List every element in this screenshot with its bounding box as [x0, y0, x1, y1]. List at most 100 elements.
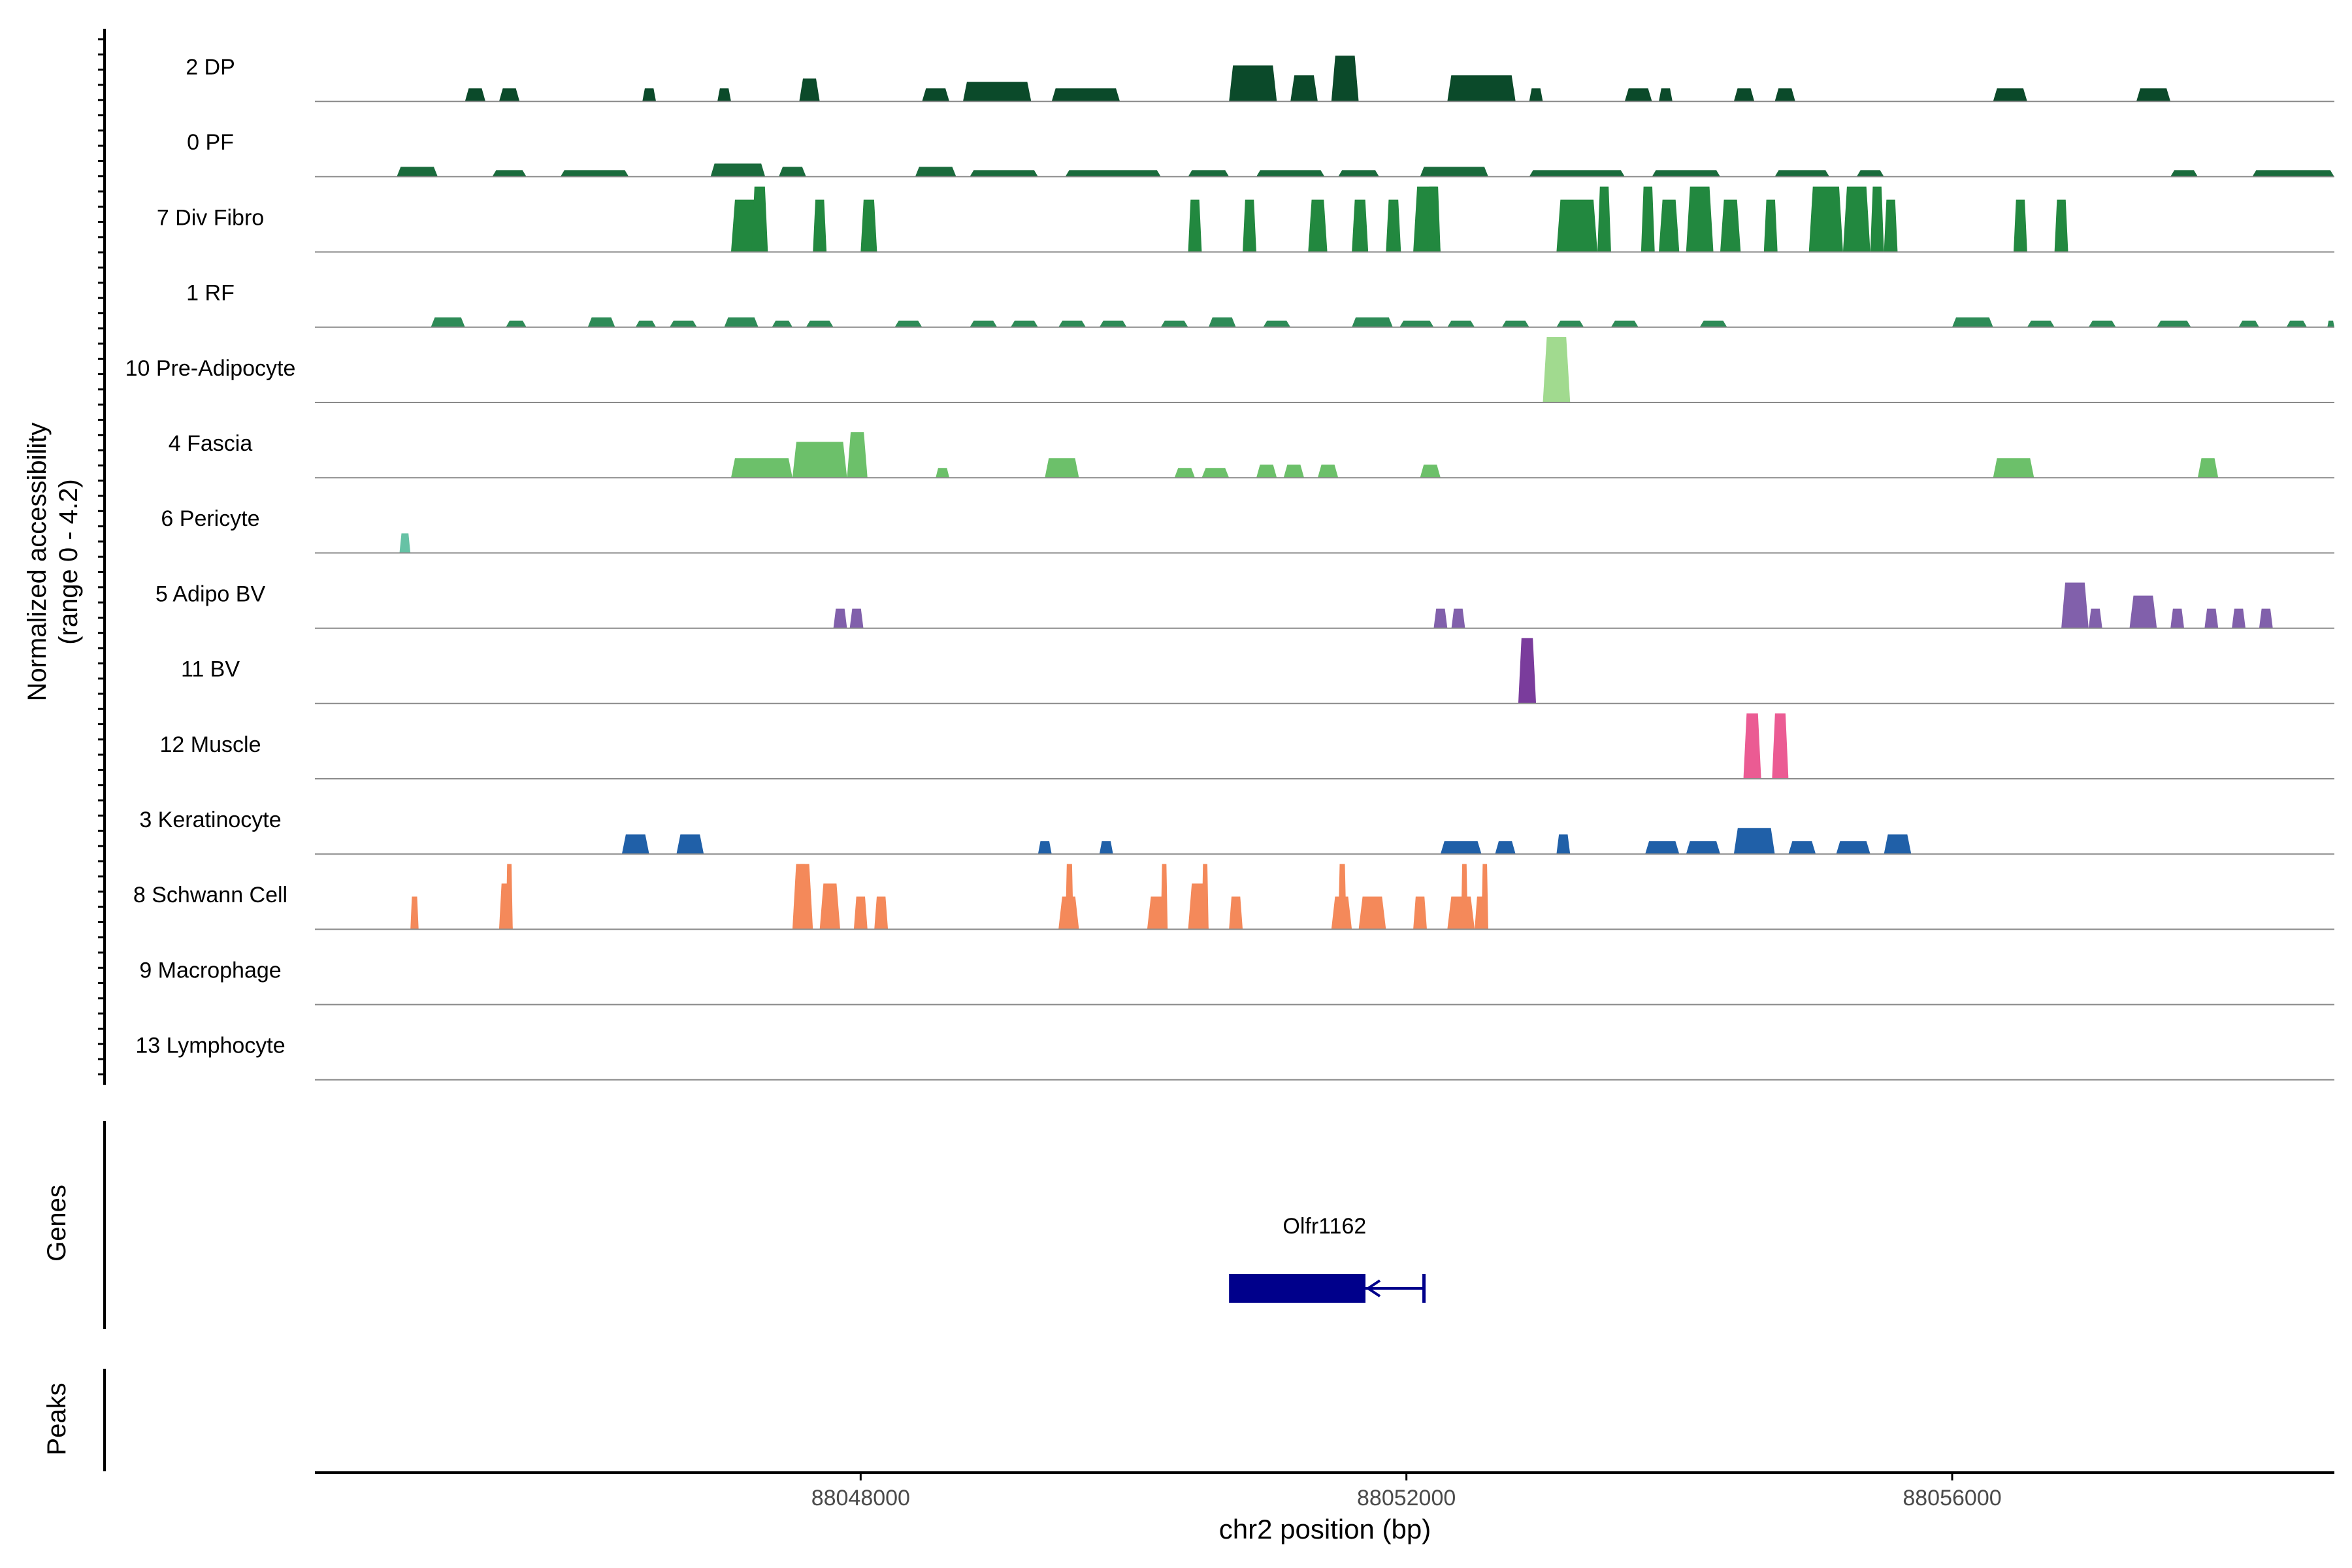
coverage-peak: [2170, 170, 2198, 177]
coverage-peak: [779, 167, 806, 177]
x-tick-label: 88048000: [811, 1486, 910, 1511]
coverage-peak: [1099, 320, 1127, 327]
coverage-peak: [1201, 468, 1230, 478]
coverage-peak: [1733, 88, 1755, 102]
coverage-peak: [1659, 88, 1673, 102]
coverage-peak: [498, 88, 520, 102]
coverage-peak: [1699, 320, 1727, 327]
coverage-peak: [1495, 841, 1516, 855]
coverage-peak: [1433, 608, 1448, 629]
coverage-peak: [1772, 713, 1789, 779]
x-axis: chr2 position (bp) 88048000 88052000 88056…: [315, 1471, 2334, 1544]
genes-panel: Genes Olfr1162: [42, 1121, 1426, 1329]
coverage-peak: [833, 608, 847, 629]
coverage-peak: [751, 186, 768, 252]
coverage-peak: [2259, 608, 2273, 629]
coverage-peak: [1884, 199, 1898, 252]
coverage-peak: [1283, 465, 1305, 478]
coverage-peak: [676, 834, 704, 855]
coverage-peak: [710, 163, 766, 177]
coverage-peak: [1733, 828, 1775, 855]
track-row: 4 Fascia: [169, 431, 2334, 479]
coverage-peak: [1645, 841, 1680, 855]
coverage-peak: [465, 88, 486, 102]
coverage-peak: [1058, 320, 1086, 327]
coverage-peak: [1051, 88, 1120, 102]
coverage-peak: [1065, 864, 1074, 930]
x-tick-label: 88052000: [1357, 1486, 1456, 1511]
coverage-peak: [1501, 320, 1529, 327]
track-row: 5 Adipo BV: [155, 581, 2334, 629]
coverage-peak: [2170, 608, 2185, 629]
track-label: 3 Keratinocyte: [139, 808, 281, 832]
track-row: 2 DP: [186, 55, 2334, 103]
coverage-peak: [1188, 170, 1230, 177]
coverage-peak: [1836, 841, 1870, 855]
coverage-peak: [1208, 317, 1236, 327]
coverage-peak: [1597, 186, 1611, 252]
coverage-peak: [1447, 75, 1516, 102]
coverage-peak: [1624, 88, 1652, 102]
coverage-peak: [806, 320, 834, 327]
track-label: 2 DP: [186, 55, 235, 80]
coverage-peak: [1201, 864, 1209, 930]
coverage-peak: [1856, 170, 1884, 177]
coverage-peak: [1413, 896, 1427, 930]
coverage-peak: [1256, 465, 1277, 478]
coverage-peak: [1420, 167, 1488, 177]
coverage-peak: [1160, 864, 1168, 930]
coverage-peak: [1808, 186, 1843, 252]
coverage-peak: [1461, 864, 1468, 930]
coverage-peak: [1788, 841, 1816, 855]
coverage-peak: [724, 317, 759, 327]
strand-arrow-icon: [1365, 1279, 1381, 1298]
coverage-peak: [819, 883, 841, 930]
coverage-peak: [1870, 186, 1884, 252]
coverage-peak: [1420, 465, 1441, 478]
track-row: 9 Macrophage: [139, 958, 2334, 1005]
coverage-peak: [2197, 458, 2219, 478]
coverage-peak: [2013, 199, 2027, 252]
coverage-peak: [1993, 88, 2027, 102]
track-row: 7 Div Fibro: [157, 186, 2334, 253]
track-row: 11 BV: [181, 638, 2334, 704]
track-row: 1 RF: [186, 281, 2334, 328]
coverage-peak: [1188, 199, 1202, 252]
coverage-peak: [1386, 199, 1401, 252]
coverage-peak: [860, 199, 877, 252]
track-row: 0 PF: [187, 130, 2334, 178]
coverage-peak: [717, 88, 731, 102]
coverage-peak: [2232, 608, 2246, 629]
coverage-peak: [1338, 170, 1379, 177]
coverage-peak: [2136, 88, 2171, 102]
track-label: 1 RF: [186, 281, 235, 306]
track-label: 12 Muscle: [160, 732, 261, 757]
coverage-peak: [1174, 468, 1195, 478]
track-label: 9 Macrophage: [139, 958, 281, 983]
track-label: 10 Pre-Adipocyte: [125, 356, 296, 381]
coverage-peak: [635, 320, 657, 327]
coverage-peak: [399, 533, 411, 553]
coverage-peak: [730, 458, 792, 478]
coverage-peak: [560, 170, 629, 177]
coverage-peak: [915, 167, 956, 177]
coverage-peak: [1659, 199, 1680, 252]
coverage-peak: [1720, 199, 1741, 252]
y-axis-title-line-1: Normalized accessibility: [23, 423, 52, 702]
track-label: 5 Adipo BV: [155, 581, 266, 606]
x-tick-label: 88056000: [1903, 1486, 2001, 1511]
coverage-peak: [970, 320, 998, 327]
coverage-peak: [1556, 199, 1598, 252]
coverage-peak: [1518, 638, 1537, 704]
coverage-peak: [669, 320, 697, 327]
coverage-peak: [1263, 320, 1291, 327]
coverage-peak: [730, 199, 759, 252]
coverage-peak: [431, 317, 465, 327]
coverage-peak: [1256, 170, 1325, 177]
coverage-peak: [1481, 864, 1488, 930]
coverage-peak: [799, 864, 806, 930]
track-row: 3 Keratinocyte: [139, 808, 2334, 855]
coverage-peak: [1352, 317, 1393, 327]
coverage-peak: [936, 468, 950, 478]
